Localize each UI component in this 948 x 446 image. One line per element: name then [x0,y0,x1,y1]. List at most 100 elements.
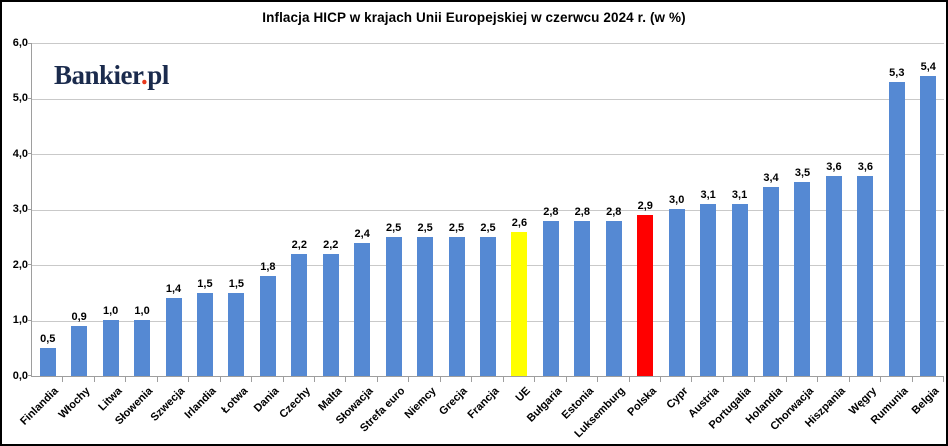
category-cell: 3,6 [850,43,882,382]
bar-Czechy [291,254,308,376]
y-axis-tick [27,43,31,44]
bar-Belgia [920,76,937,376]
x-axis-tick [817,376,819,382]
bar-Grecja [448,237,465,376]
bar-Luksemburg [605,221,622,376]
bar-value-label: 1,0 [134,305,150,317]
bar-value-label: 2,8 [574,206,590,218]
category-cell: 2,5 [378,43,410,382]
category-cell: 3,1 [724,43,756,382]
bar-value-label: 1,5 [197,278,213,290]
bar-Rumunia [888,82,905,376]
y-axis-tick [27,264,31,265]
bankier-logo: Bankier.pl [36,54,185,97]
bar-UE [511,232,528,376]
x-axis-tick [597,376,599,382]
x-axis-tick [439,376,441,382]
y-axis-tick [27,97,31,99]
bar-Szwecja [165,298,182,376]
bar-value-label: 3,4 [763,172,779,184]
x-axis-tick [534,376,536,382]
x-axis-label: Łotwa [218,385,250,416]
logo-text-suffix: pl [147,60,169,90]
bar-value-label: 2,5 [448,222,465,234]
x-axis-tick [188,376,190,382]
x-axis-tick [880,376,882,382]
x-axis-label: UE [513,385,533,405]
category-cell: 2,5 [472,43,504,382]
category-cell: 2,4 [346,43,378,382]
bar-value-label: 1,8 [260,261,276,273]
x-axis-label: Polska [625,385,659,419]
bar-value-label: 2,2 [291,239,307,251]
category-cell: 1,0 [95,43,127,382]
x-axis-tick [408,376,410,382]
x-axis-tick [659,376,661,382]
bar-Irlandia [196,293,213,376]
bar-Holandia [763,187,780,376]
bar-Malta [322,254,339,376]
x-axis-tick [722,376,724,382]
category-cell: 1,0 [126,43,158,382]
x-axis-tick [93,376,95,382]
logo-dot: . [141,60,148,90]
x-axis-label: Szwecja [148,385,188,424]
bar-value-label: 1,0 [102,305,119,317]
x-axis-tick [471,376,473,382]
x-axis-tick [628,376,630,382]
category-cell: 1,8 [252,43,284,382]
x-axis-label: Dania [251,385,282,415]
x-axis-label: Włochy [56,385,93,422]
bar-Litwa [102,320,119,376]
x-axis-label: Belgia [909,385,942,417]
y-axis-tick-label: 6,0 [12,36,28,49]
category-cell: 5,4 [913,43,944,382]
category-cell: 2,2 [284,43,316,382]
bar-Słowenia [134,320,151,376]
x-axis-tick [251,376,253,382]
x-axis-tick [376,376,378,382]
bar-Strefa euro [385,237,402,376]
x-axis-labels: Finlandia Włochy Litwa Słowenia Szwecja Irlan… [19,379,943,443]
category-cell: 2,6 [504,43,536,382]
bar-Bułgaria [542,221,559,376]
y-axis-tick-label: 5,0 [12,92,28,104]
category-cell: 3,5 [787,43,819,382]
bar-Łotwa [228,293,245,376]
bar-value-label: 2,8 [543,206,559,218]
bar-value-label: 2,9 [637,200,653,212]
bar-value-label: 2,6 [511,217,528,229]
bar-value-label: 2,2 [323,239,339,251]
category-cell: 2,8 [567,43,599,382]
category-cell: 1,4 [158,43,190,382]
bar-Niemcy [417,237,434,376]
x-axis-tick [156,376,158,382]
bar-value-label: 2,8 [606,206,622,218]
y-axis-tick-label: 1,0 [12,314,28,326]
category-cell: 2,5 [409,43,441,382]
x-axis-tick [911,376,913,382]
category-cell: 3,0 [661,43,693,382]
x-axis-tick [62,376,64,382]
category-cell: 3,6 [818,43,850,382]
category-cell: 2,2 [315,43,347,382]
y-axis-tick [27,208,31,210]
x-axis-tick [942,376,944,382]
bar-Dania [259,276,276,376]
bar-value-label: 5,4 [920,61,936,73]
y-axis-tick [27,319,31,321]
plot-area: 0,5 0,9 1,0 1,0 1,4 1,5 1,5 1,8 2,2 2,2 2,4 2,5 2,5 2… [27,43,944,382]
x-axis-label: Cypr [663,385,691,412]
logo-text-main: Bankier [54,60,142,90]
category-cell: 3,4 [755,43,787,382]
bar-Słowacja [354,243,371,376]
bar-value-label: 3,1 [700,189,716,201]
x-axis-tick [754,376,756,382]
gridline [32,209,944,211]
x-axis-tick [502,376,504,382]
y-axis-tick [27,153,31,154]
y-axis-tick-label: 0,0 [12,369,28,382]
category-cell: 2,9 [630,43,661,382]
bar-Austria [700,204,717,376]
category-cell: 2,8 [535,43,567,382]
